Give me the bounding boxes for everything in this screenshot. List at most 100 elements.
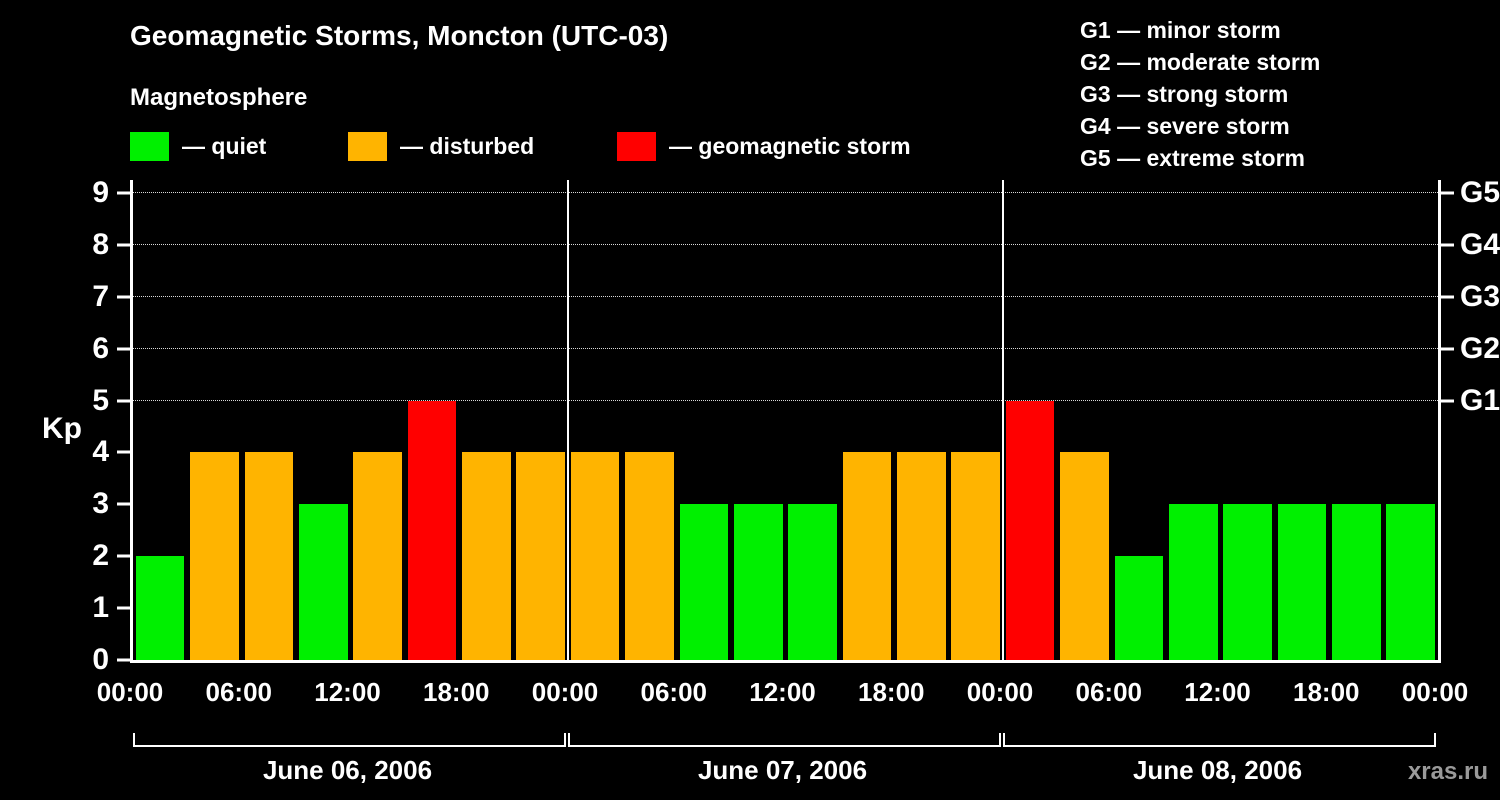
g-scale-tick-label: G1 xyxy=(1460,383,1500,417)
day-bracket xyxy=(568,733,1001,747)
kp-bar xyxy=(135,556,185,660)
y-axis-tick-label: 7 xyxy=(92,279,109,313)
y-axis-tick-label: 0 xyxy=(92,643,109,676)
g-scale-tick xyxy=(1441,399,1454,403)
y-axis-tick-label: 4 xyxy=(92,435,109,469)
kp-bar xyxy=(570,452,620,660)
legend-item-disturbed: — disturbed xyxy=(348,131,534,161)
legend-item-quiet: — quiet xyxy=(130,131,266,161)
kp-bar xyxy=(462,452,511,660)
watermark: xras.ru xyxy=(1407,758,1488,785)
gridline-kp-9 xyxy=(133,191,1438,193)
kp-bar xyxy=(1060,452,1109,660)
day-boundary-line xyxy=(1002,180,1004,660)
kp-bar xyxy=(190,452,239,660)
x-axis-area: 00:00 06:00 12:00 18:00 00:00 06:00 12:00 18:00… xyxy=(97,663,1469,800)
chart-subtitle: Magnetosphere xyxy=(130,84,308,111)
plot-area: 0 1 2 3 4 5 6 7 8 9 G1 G2 G3 G4 G5 xyxy=(92,177,1500,674)
kp-bar xyxy=(298,504,348,660)
x-axis-tick-label: 18:00 xyxy=(423,677,490,707)
y-axis-tick-label: 8 xyxy=(92,227,109,261)
g-scale-tick-label: G4 xyxy=(1460,227,1500,261)
g-scale-tick xyxy=(1441,243,1454,247)
storm-color-swatch xyxy=(617,131,656,161)
kp-bar xyxy=(679,504,729,660)
kp-bar xyxy=(1005,400,1055,660)
kp-bar xyxy=(897,452,946,660)
g-scale-legend-item-g2: G2 — moderate storm xyxy=(1080,49,1321,75)
g-scale-tick-label: G2 xyxy=(1460,331,1500,365)
gridline-kp-6 xyxy=(133,347,1438,349)
y-axis-tick xyxy=(117,554,130,558)
kp-bar xyxy=(733,504,783,660)
x-axis-tick-label: 18:00 xyxy=(1293,677,1360,707)
g-scale-tick xyxy=(1441,191,1454,195)
x-axis-tick-label: 00:00 xyxy=(531,677,599,707)
g-scale-legend-item-g4: G4 — severe storm xyxy=(1080,113,1290,139)
legend-item-storm: — geomagnetic storm xyxy=(617,131,911,161)
y-axis-tick xyxy=(117,658,130,662)
x-axis-tick-label: 06:00 xyxy=(1075,677,1143,707)
day-bracket xyxy=(1003,733,1436,747)
y-axis-tick-label: 1 xyxy=(92,591,109,625)
quiet-color-swatch xyxy=(130,131,169,161)
g-scale-legend-item-g1: G1 — minor storm xyxy=(1080,17,1281,43)
kp-bar xyxy=(951,452,1001,660)
y-axis-tick xyxy=(117,502,130,506)
kp-bar xyxy=(788,504,837,660)
x-axis-tick-label: 00:00 xyxy=(966,677,1034,707)
day-date-label: June 08, 2006 xyxy=(1132,755,1303,785)
color-legend: — quiet — disturbed — geomagnetic storm xyxy=(130,131,1030,161)
g-scale-legend-item-g3: G3 — strong storm xyxy=(1080,81,1289,107)
kp-bar xyxy=(1114,556,1164,660)
x-axis-tick-label: 12:00 xyxy=(749,677,816,707)
day-date-label: June 07, 2006 xyxy=(697,755,868,785)
y-axis-tick xyxy=(117,347,130,351)
y-axis-tick-label: 2 xyxy=(92,539,109,573)
y-axis-tick xyxy=(117,295,130,299)
g-scale-tick xyxy=(1441,295,1454,299)
kp-bar xyxy=(1277,504,1327,660)
disturbed-color-swatch xyxy=(348,131,387,161)
y-axis-tick xyxy=(117,606,130,610)
kp-bar xyxy=(842,452,892,660)
y-axis-tick xyxy=(117,243,130,247)
y-axis-tick-label: 9 xyxy=(92,175,109,209)
x-axis-tick-label: 00:00 xyxy=(1401,677,1469,707)
g-scale-legend: G1 — minor storm G2 — moderate storm G3 … xyxy=(1080,14,1320,174)
day-boundary-line xyxy=(567,180,569,660)
y-axis-tick-label: 5 xyxy=(92,383,109,417)
g-scale-legend-item-g5: G5 — extreme storm xyxy=(1080,145,1305,171)
kp-bar xyxy=(244,452,294,660)
legend-label-quiet: — quiet xyxy=(182,132,267,159)
legend-label-disturbed: — disturbed xyxy=(400,132,535,159)
y-axis-tick xyxy=(117,191,130,195)
x-axis-tick-label: 00:00 xyxy=(96,677,164,707)
kp-bar xyxy=(1386,504,1436,660)
y-axis-tick-label: 6 xyxy=(92,331,109,365)
day-date-label: June 06, 2006 xyxy=(262,755,433,785)
day-bracket xyxy=(133,733,566,747)
x-axis-tick-label: 12:00 xyxy=(314,677,381,707)
kp-bar xyxy=(1168,504,1218,660)
y-axis-label: Kp xyxy=(42,412,82,445)
gridline-kp-8 xyxy=(133,243,1438,245)
x-axis-tick-label: 18:00 xyxy=(858,677,925,707)
g-scale-tick-label: G3 xyxy=(1460,279,1500,313)
x-axis-tick-label: 12:00 xyxy=(1184,677,1251,707)
kp-bar xyxy=(625,452,674,660)
g-scale-tick xyxy=(1441,347,1454,351)
kp-bar xyxy=(407,400,457,660)
legend-label-storm: — geomagnetic storm xyxy=(669,132,911,159)
kp-bar xyxy=(1332,504,1381,660)
kp-bar xyxy=(353,452,402,660)
x-axis-tick-label: 06:00 xyxy=(640,677,708,707)
gridline-kp-5 xyxy=(133,399,1438,401)
y-axis-tick xyxy=(117,450,130,454)
y-axis-tick xyxy=(117,399,130,403)
x-axis-tick-label: 06:00 xyxy=(205,677,273,707)
chart-title: Geomagnetic Storms, Moncton (UTC-03) xyxy=(130,20,669,51)
g-scale-tick-label: G5 xyxy=(1460,175,1500,209)
gridline-kp-7 xyxy=(133,295,1438,297)
y-axis-tick-label: 3 xyxy=(92,487,109,521)
